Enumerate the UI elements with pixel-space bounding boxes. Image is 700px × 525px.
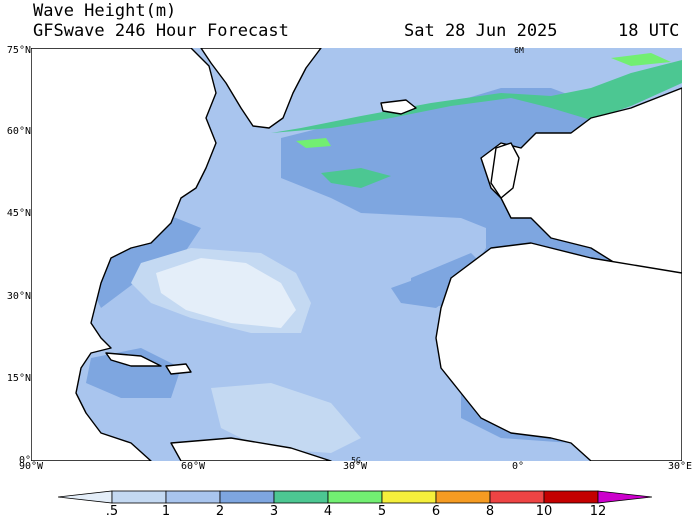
colorbar-segment bbox=[327, 490, 383, 504]
wave-height-map bbox=[30, 47, 683, 462]
latitude-label: 45°N bbox=[6, 208, 31, 219]
ocean-band-0-5 bbox=[156, 258, 296, 328]
colorbar-segment bbox=[597, 490, 652, 504]
latitude-label: 0° bbox=[18, 455, 31, 466]
ocean-band-0-5-1-south bbox=[211, 383, 361, 453]
colorbar-label: 1 bbox=[161, 504, 171, 519]
colorbar-segment bbox=[273, 490, 329, 504]
ocean-band-3-4 bbox=[271, 60, 682, 133]
ocean-band-3-4-south bbox=[321, 168, 391, 188]
colorbar-label: 10 bbox=[535, 504, 553, 519]
colorbar-label: 6 bbox=[431, 504, 441, 519]
colorbar-segment bbox=[435, 490, 491, 504]
colorbar-segment bbox=[111, 490, 167, 504]
iceland-land bbox=[380, 99, 417, 115]
colorbar-label: 8 bbox=[485, 504, 495, 519]
british-isles-land bbox=[490, 142, 520, 199]
latitude-label: 75°N bbox=[6, 45, 31, 56]
south-america-land bbox=[170, 437, 332, 462]
contour-label: 5G bbox=[351, 456, 361, 465]
contour-label: 6M bbox=[514, 46, 524, 55]
longitude-label: 30°W bbox=[342, 461, 368, 472]
forecast-time: 18 UTC bbox=[618, 21, 680, 41]
colorbar-segment bbox=[58, 490, 113, 504]
ocean-band-4-5-north bbox=[611, 53, 671, 66]
ocean-band-4-5 bbox=[296, 138, 331, 148]
cuba-island bbox=[105, 352, 162, 367]
latitude-label: 15°N bbox=[6, 373, 31, 384]
colorbar-segment bbox=[165, 490, 221, 504]
latitude-label: 30°N bbox=[6, 291, 31, 302]
north-america-land bbox=[30, 47, 217, 462]
forecast-date: Sat 28 Jun 2025 bbox=[404, 21, 558, 41]
greenland-land bbox=[200, 47, 322, 129]
map-title: Wave Height(m) bbox=[33, 1, 177, 21]
wave-height-colorbar bbox=[58, 490, 652, 504]
colorbar-label: 4 bbox=[323, 504, 333, 519]
land-masses bbox=[30, 47, 683, 462]
colorbar-segment bbox=[219, 490, 275, 504]
colorbar-label: .5 bbox=[105, 504, 119, 519]
latitude-label: 60°N bbox=[6, 126, 31, 137]
longitude-label: 60°W bbox=[180, 461, 206, 472]
longitude-label: 30°E bbox=[667, 461, 693, 472]
forecast-model-line: GFSwave 246 Hour Forecast bbox=[33, 21, 289, 41]
longitude-label: 0° bbox=[511, 461, 525, 472]
colorbar-label: 5 bbox=[377, 504, 387, 519]
colorbar-segment bbox=[489, 490, 545, 504]
africa-land bbox=[435, 242, 683, 462]
longitude-label: 90°W bbox=[18, 461, 44, 472]
colorbar-segment bbox=[381, 490, 437, 504]
colorbar-label: 2 bbox=[215, 504, 225, 519]
hispaniola-island bbox=[165, 363, 192, 375]
ocean-band-2-3-tropics bbox=[86, 348, 181, 398]
colorbar-label: 3 bbox=[269, 504, 279, 519]
colorbar-segment bbox=[543, 490, 599, 504]
colorbar-label: 12 bbox=[589, 504, 607, 519]
